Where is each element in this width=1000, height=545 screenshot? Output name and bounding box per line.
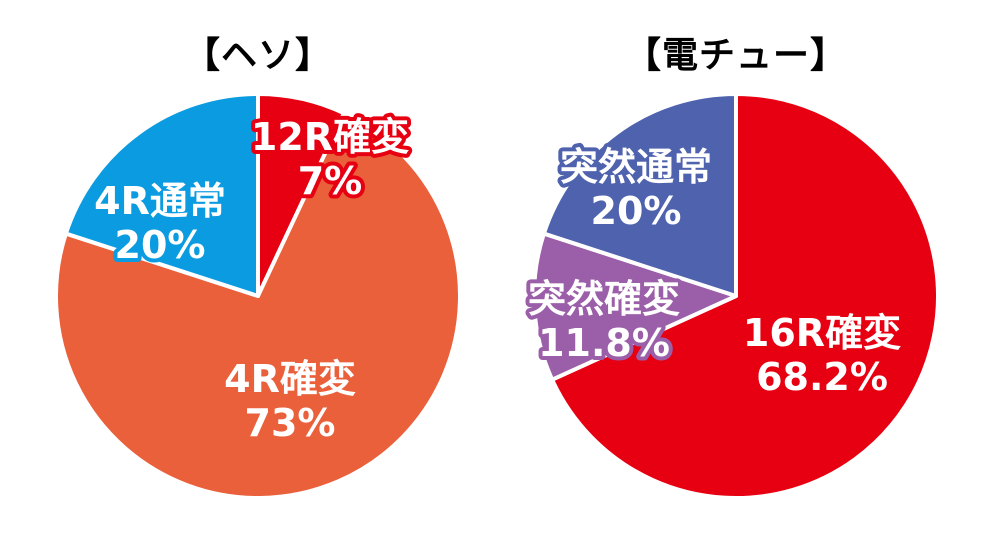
slice-label-percent: 7% [298, 159, 363, 203]
slice-label: 4R確変 73% [224, 357, 356, 445]
pie-slice [532, 231, 738, 382]
slice-label: 4R通常 20% [94, 179, 226, 267]
slice-label-name: 4R通常 [94, 179, 226, 223]
chart-title-heso: 【ヘソ】 [183, 35, 333, 76]
slice-label-name: 12R確変 [251, 115, 409, 159]
slice-label: 12R確変 7% [251, 115, 409, 203]
slice-label-percent: 20% [115, 223, 206, 267]
chart-title-denchu: 【電チュー】 [624, 35, 848, 76]
pie-denchu [532, 92, 940, 500]
slice-label: 16R確変 68.2% [743, 311, 901, 399]
pie-slice [550, 92, 940, 500]
slice-label-percent: 68.2% [756, 355, 888, 399]
slice-label-name: 4R確変 [224, 357, 356, 401]
slice-label-percent: 11.8% [538, 321, 670, 365]
pie-slice [54, 111, 462, 500]
pie-slice [541, 92, 738, 298]
slice-label-name: 突然通常 [560, 145, 712, 189]
slice-label-percent: 20% [591, 189, 682, 233]
slice-label: 突然通常 20% [560, 145, 712, 233]
pie-heso [54, 92, 462, 500]
slice-label: 突然確変 11.8% [528, 277, 680, 365]
pie-slice [63, 92, 260, 298]
slice-label-name: 16R確変 [743, 311, 901, 355]
slice-label-percent: 73% [245, 401, 336, 445]
slice-label-name: 突然確変 [528, 277, 680, 321]
